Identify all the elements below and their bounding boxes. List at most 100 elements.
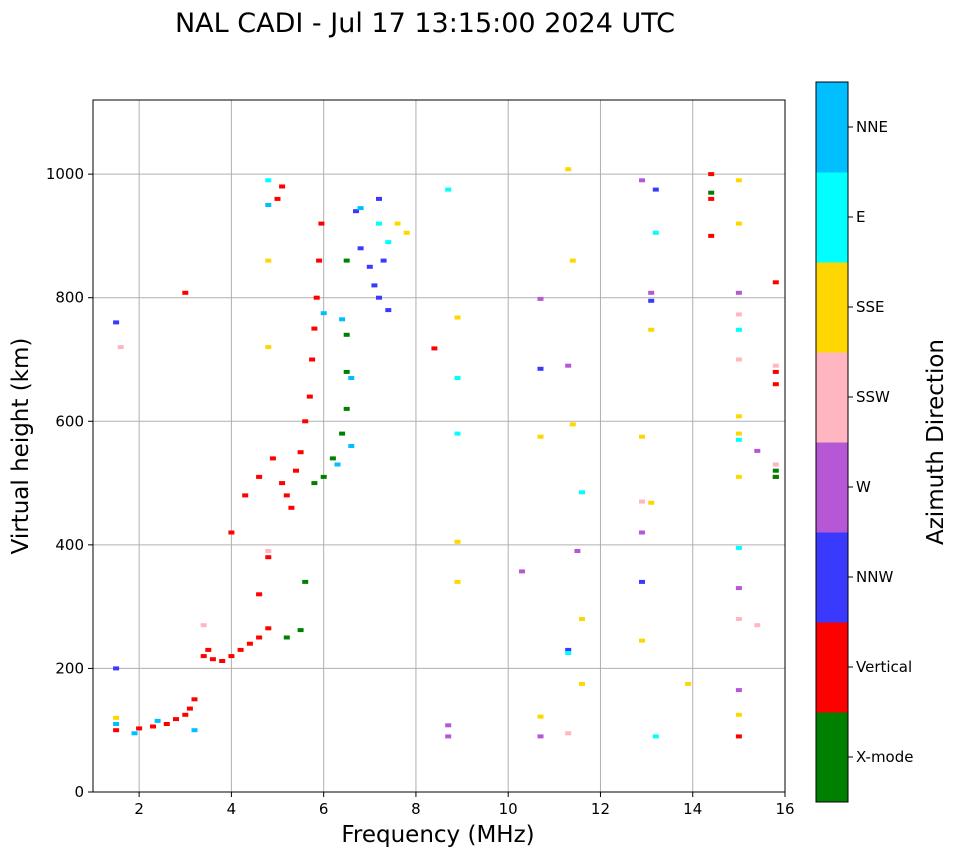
- y-tick-label: 600: [55, 412, 84, 430]
- data-point: [569, 422, 576, 427]
- series-ssw: [117, 312, 779, 736]
- data-point: [648, 500, 655, 505]
- colorbar-segment: [816, 712, 848, 803]
- data-point: [131, 731, 138, 736]
- data-point: [334, 462, 341, 467]
- data-point: [537, 366, 544, 371]
- data-point: [117, 345, 124, 350]
- data-point: [735, 437, 742, 442]
- chart-title: NAL CADI - Jul 17 13:15:00 2024 UTC: [175, 8, 675, 39]
- data-point: [316, 258, 323, 263]
- data-point: [652, 734, 659, 739]
- data-point: [339, 317, 346, 322]
- data-point: [205, 647, 212, 652]
- y-tick-label: 0: [74, 783, 84, 801]
- data-point: [182, 712, 189, 717]
- data-point: [274, 196, 281, 201]
- data-point: [173, 717, 179, 722]
- colorbar: X-mode Vertical NNW W SSW SSE E NNE: [815, 81, 913, 803]
- x-tick-label: 14: [683, 800, 702, 818]
- data-point: [537, 714, 544, 719]
- series-nne: [113, 203, 364, 736]
- data-point: [313, 295, 320, 300]
- data-point: [735, 431, 742, 436]
- colorbar-tick-label: X-mode: [856, 748, 913, 766]
- data-point: [228, 530, 235, 535]
- data-point: [454, 539, 461, 544]
- data-point: [219, 659, 226, 663]
- data-point: [772, 369, 779, 374]
- data-point: [246, 641, 253, 646]
- data-point: [288, 505, 295, 510]
- data-point: [652, 187, 659, 192]
- data-point: [182, 290, 189, 295]
- data-point: [735, 688, 742, 693]
- data-point: [297, 450, 304, 455]
- x-tick-label: 8: [411, 800, 421, 818]
- y-tick-label: 800: [55, 289, 84, 307]
- data-point: [309, 357, 316, 362]
- data-point: [639, 178, 645, 183]
- data-point: [735, 357, 742, 362]
- data-point: [403, 230, 410, 235]
- data-point: [772, 474, 779, 479]
- data-point: [256, 474, 263, 479]
- data-point: [735, 712, 742, 717]
- x-tick-label: 6: [319, 800, 329, 818]
- data-point: [708, 172, 715, 177]
- y-axis-label: Virtual height (km): [8, 338, 34, 555]
- data-point: [371, 283, 378, 288]
- data-point: [329, 456, 336, 461]
- data-point: [735, 734, 742, 739]
- data-point: [735, 617, 742, 621]
- data-point: [186, 706, 193, 711]
- data-point: [772, 363, 779, 368]
- colorbar-frame: [815, 81, 849, 803]
- data-point: [279, 184, 286, 189]
- data-point: [376, 221, 382, 226]
- data-point: [445, 734, 452, 739]
- data-point: [385, 240, 392, 245]
- data-point: [639, 638, 645, 643]
- data-point: [579, 681, 585, 686]
- data-point: [708, 196, 715, 201]
- series-x-mode: [283, 190, 779, 640]
- data-point: [154, 718, 161, 723]
- data-point: [708, 190, 715, 195]
- data-point: [579, 617, 585, 621]
- data-point: [357, 206, 364, 211]
- data-point: [265, 203, 272, 207]
- data-point: [265, 549, 272, 553]
- data-point: [191, 697, 198, 702]
- data-point: [565, 167, 572, 172]
- series-vertical: [113, 172, 779, 739]
- data-point: [265, 626, 272, 631]
- data-marks: [113, 167, 779, 739]
- data-point: [639, 579, 645, 584]
- data-point: [113, 722, 120, 726]
- data-point: [311, 326, 318, 331]
- data-point: [735, 474, 742, 479]
- data-point: [454, 431, 461, 436]
- data-point: [237, 647, 244, 652]
- colorbar-tick-label: E: [856, 208, 865, 226]
- colorbar-segment: [816, 622, 848, 713]
- data-point: [579, 490, 585, 495]
- data-point: [318, 221, 325, 226]
- data-point: [150, 724, 156, 729]
- data-point: [639, 434, 645, 439]
- data-point: [565, 651, 572, 655]
- colorbar-label: Azimuth Direction: [923, 339, 949, 545]
- colorbar-segment: [816, 262, 848, 353]
- data-point: [565, 647, 572, 652]
- data-point: [136, 726, 143, 731]
- data-point: [772, 382, 779, 387]
- data-point: [200, 623, 207, 628]
- data-point: [306, 394, 313, 399]
- data-point: [343, 332, 350, 337]
- data-point: [537, 296, 544, 301]
- data-point: [648, 298, 655, 303]
- data-point: [113, 320, 120, 325]
- data-point: [735, 312, 742, 317]
